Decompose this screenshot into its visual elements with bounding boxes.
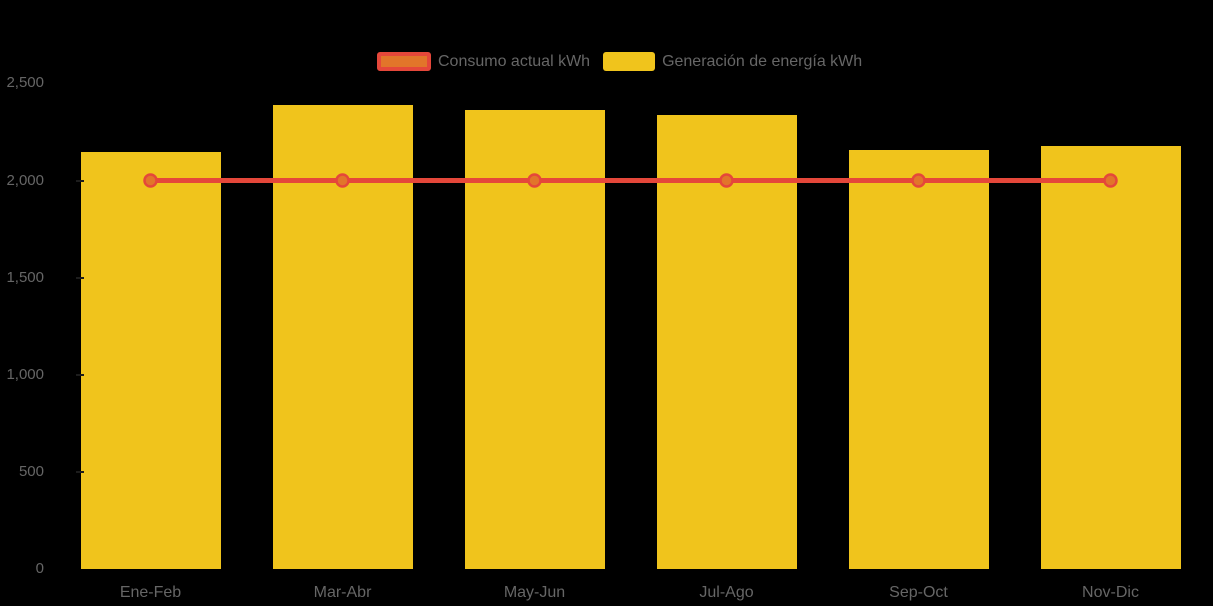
y-axis-label: 1,000 <box>6 365 44 383</box>
x-axis-label-May-Jun: May-Jun <box>503 584 566 601</box>
x-axis-label-Nov-Dic: Nov-Dic <box>1082 584 1139 601</box>
line-marker-Sep-Oct[interactable] <box>911 173 926 188</box>
bar-Jul-Ago[interactable] <box>656 115 797 569</box>
y-axis-label: 2,000 <box>6 171 44 189</box>
line-marker-Jul-Ago[interactable] <box>719 173 734 188</box>
legend-item-consumo-actual[interactable]: Consumo actual kWh <box>377 52 590 71</box>
y-axis-tick <box>76 276 84 279</box>
x-axis-label-Mar-Abr: Mar-Abr <box>313 584 372 601</box>
bar-Nov-Dic[interactable] <box>1040 145 1181 569</box>
y-axis-label: 0 <box>35 560 44 577</box>
y-axis-tick <box>76 373 84 376</box>
line-marker-May-Jun[interactable] <box>527 173 542 188</box>
y-axis-label: 1,500 <box>6 268 44 286</box>
legend-label-consumo: Consumo actual kWh <box>438 53 591 70</box>
x-axis-label-Sep-Oct: Sep-Oct <box>889 584 948 601</box>
bar-series-swatch-icon <box>603 52 656 71</box>
x-axis-label-Jul-Ago: Jul-Ago <box>699 584 754 601</box>
legend-label-generacion: Generación de energía kWh <box>662 53 863 70</box>
chart-legend: Consumo actual kWh Generación de energía… <box>377 52 862 71</box>
y-axis-tick <box>76 179 84 182</box>
bar-Sep-Oct[interactable] <box>848 150 989 569</box>
legend-item-generacion[interactable]: Generación de energía kWh <box>603 52 862 71</box>
y-axis-label: 2,500 <box>6 74 44 92</box>
y-axis-tick <box>76 470 84 473</box>
line-marker-Nov-Dic[interactable] <box>1103 173 1118 188</box>
x-axis-label-Ene-Feb: Ene-Feb <box>119 584 182 601</box>
line-marker-Ene-Feb[interactable] <box>143 173 158 188</box>
y-axis-label: 500 <box>18 462 44 480</box>
bar-Ene-Feb[interactable] <box>80 152 221 569</box>
line-marker-Mar-Abr[interactable] <box>335 173 350 188</box>
line-series-swatch-icon <box>377 52 431 71</box>
